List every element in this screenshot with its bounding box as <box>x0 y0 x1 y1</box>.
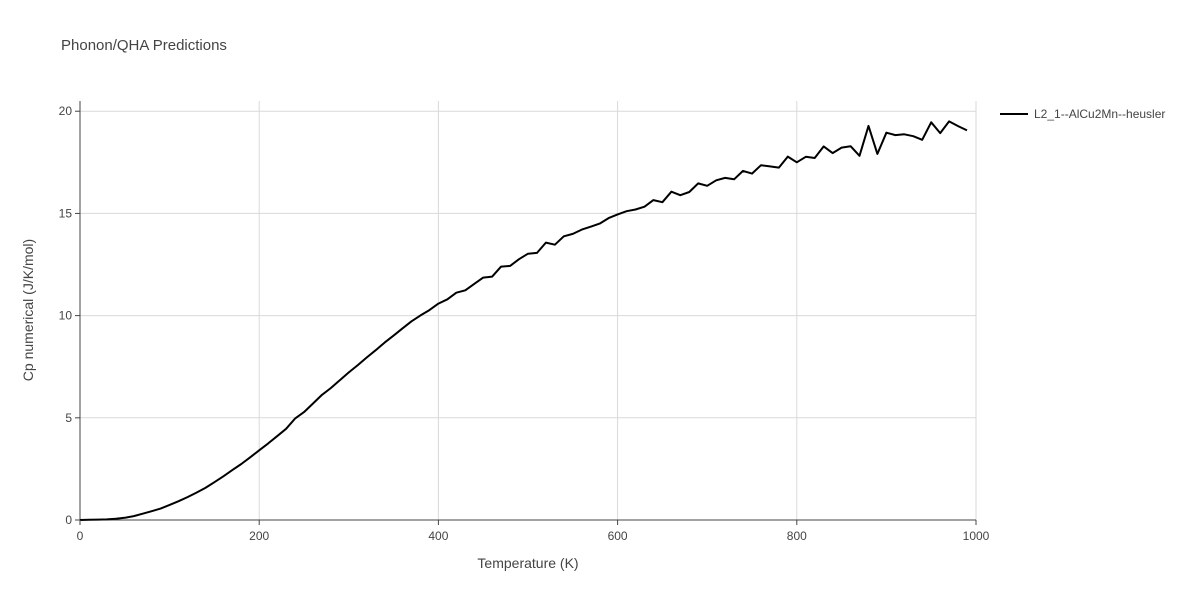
x-tick-label: 800 <box>787 529 807 543</box>
x-tick-label: 600 <box>608 529 628 543</box>
plot-area <box>79 101 976 521</box>
y-tick-label: 0 <box>65 513 72 527</box>
legend[interactable]: L2_1--AlCu2Mn--heusler <box>1000 107 1165 121</box>
x-axis-ticks: 0 200 400 600 800 1000 <box>77 520 990 543</box>
chart-title: Phonon/QHA Predictions <box>61 37 227 54</box>
y-tick-label: 5 <box>65 411 72 425</box>
series-line[interactable] <box>79 120 968 521</box>
y-axis-label: Cp numerical (J/K/mol) <box>20 239 36 381</box>
x-tick-label: 0 <box>77 529 84 543</box>
grid <box>80 101 977 520</box>
y-axis-ticks: 0 5 10 15 20 <box>59 104 80 527</box>
x-axis-label: Temperature (K) <box>477 555 578 571</box>
y-tick-label: 20 <box>59 104 73 118</box>
y-tick-label: 10 <box>59 309 73 323</box>
legend-label: L2_1--AlCu2Mn--heusler <box>1034 107 1165 121</box>
x-tick-label: 200 <box>249 529 269 543</box>
x-tick-label: 1000 <box>963 529 990 543</box>
y-tick-label: 15 <box>59 206 73 220</box>
x-tick-label: 400 <box>428 529 448 543</box>
